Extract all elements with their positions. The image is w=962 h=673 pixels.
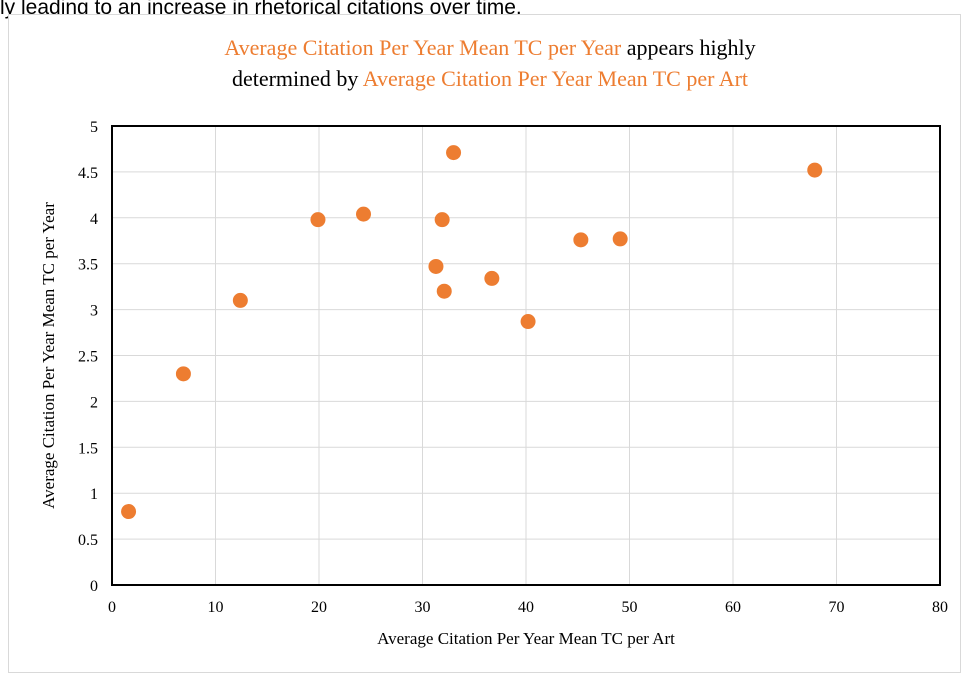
- data-point: [612, 231, 628, 247]
- chart-title-text: appears highly: [621, 35, 755, 60]
- y-tick-label: 4: [90, 211, 98, 228]
- y-tick-label: 2.5: [78, 349, 98, 366]
- data-point: [807, 162, 823, 178]
- x-tick-label: 60: [725, 599, 741, 616]
- data-point: [446, 145, 462, 161]
- data-point: [356, 206, 372, 222]
- y-tick-label: 3.5: [78, 257, 98, 274]
- plot-area-border: [111, 125, 941, 586]
- data-point: [175, 366, 191, 382]
- y-tick-label: 1.5: [78, 440, 98, 457]
- x-tick-label: 0: [108, 599, 116, 616]
- data-point: [434, 212, 450, 228]
- x-axis-ticks: 0 10 20 30 40 50 60 70 80: [108, 599, 948, 616]
- x-tick-label: 80: [932, 599, 948, 616]
- y-tick-label: 0: [90, 578, 98, 595]
- data-point: [121, 504, 137, 520]
- x-axis-label: Average Citation Per Year Mean TC per Ar…: [377, 629, 675, 648]
- chart-title-variable-name: Average Citation Per Year Mean TC per Ye…: [224, 35, 622, 60]
- data-points: [121, 145, 823, 520]
- y-tick-label: 2: [90, 394, 98, 411]
- data-point: [232, 292, 248, 308]
- scatter-chart: Average Citation Per Year Mean TC per Ye…: [39, 35, 948, 648]
- data-point: [428, 258, 444, 274]
- chart-title-line: Average Citation Per Year Mean TC per Ye…: [224, 35, 755, 60]
- data-point: [573, 232, 589, 248]
- chart-title-variable-name: Average Citation Per Year Mean TC per Ar…: [363, 66, 748, 91]
- chart-title-text: determined by: [232, 66, 363, 91]
- y-tick-label: 4.5: [78, 165, 98, 182]
- x-tick-label: 30: [415, 599, 431, 616]
- gridlines: [112, 126, 940, 585]
- x-tick-label: 50: [622, 599, 638, 616]
- y-tick-label: 0.5: [78, 532, 98, 549]
- data-point: [520, 314, 536, 330]
- chart-title: Average Citation Per Year Mean TC per Ye…: [224, 35, 755, 91]
- x-tick-label: 20: [311, 599, 327, 616]
- y-axis-label: Average Citation Per Year Mean TC per Ye…: [39, 202, 58, 509]
- chart-container: Average Citation Per Year Mean TC per Ye…: [8, 14, 961, 673]
- y-tick-label: 3: [90, 303, 98, 320]
- x-tick-label: 70: [829, 599, 845, 616]
- data-point: [310, 212, 326, 228]
- x-tick-label: 40: [518, 599, 534, 616]
- data-point: [484, 270, 500, 286]
- data-point: [436, 283, 452, 299]
- chart-title-line: determined by Average Citation Per Year …: [232, 66, 748, 91]
- y-tick-label: 1: [90, 486, 98, 503]
- y-axis-ticks: 0 0.5 1 1.5 2 2.5 3 3.5 4 4.5 5: [78, 119, 98, 595]
- x-tick-label: 10: [208, 599, 224, 616]
- y-tick-label: 5: [90, 119, 98, 136]
